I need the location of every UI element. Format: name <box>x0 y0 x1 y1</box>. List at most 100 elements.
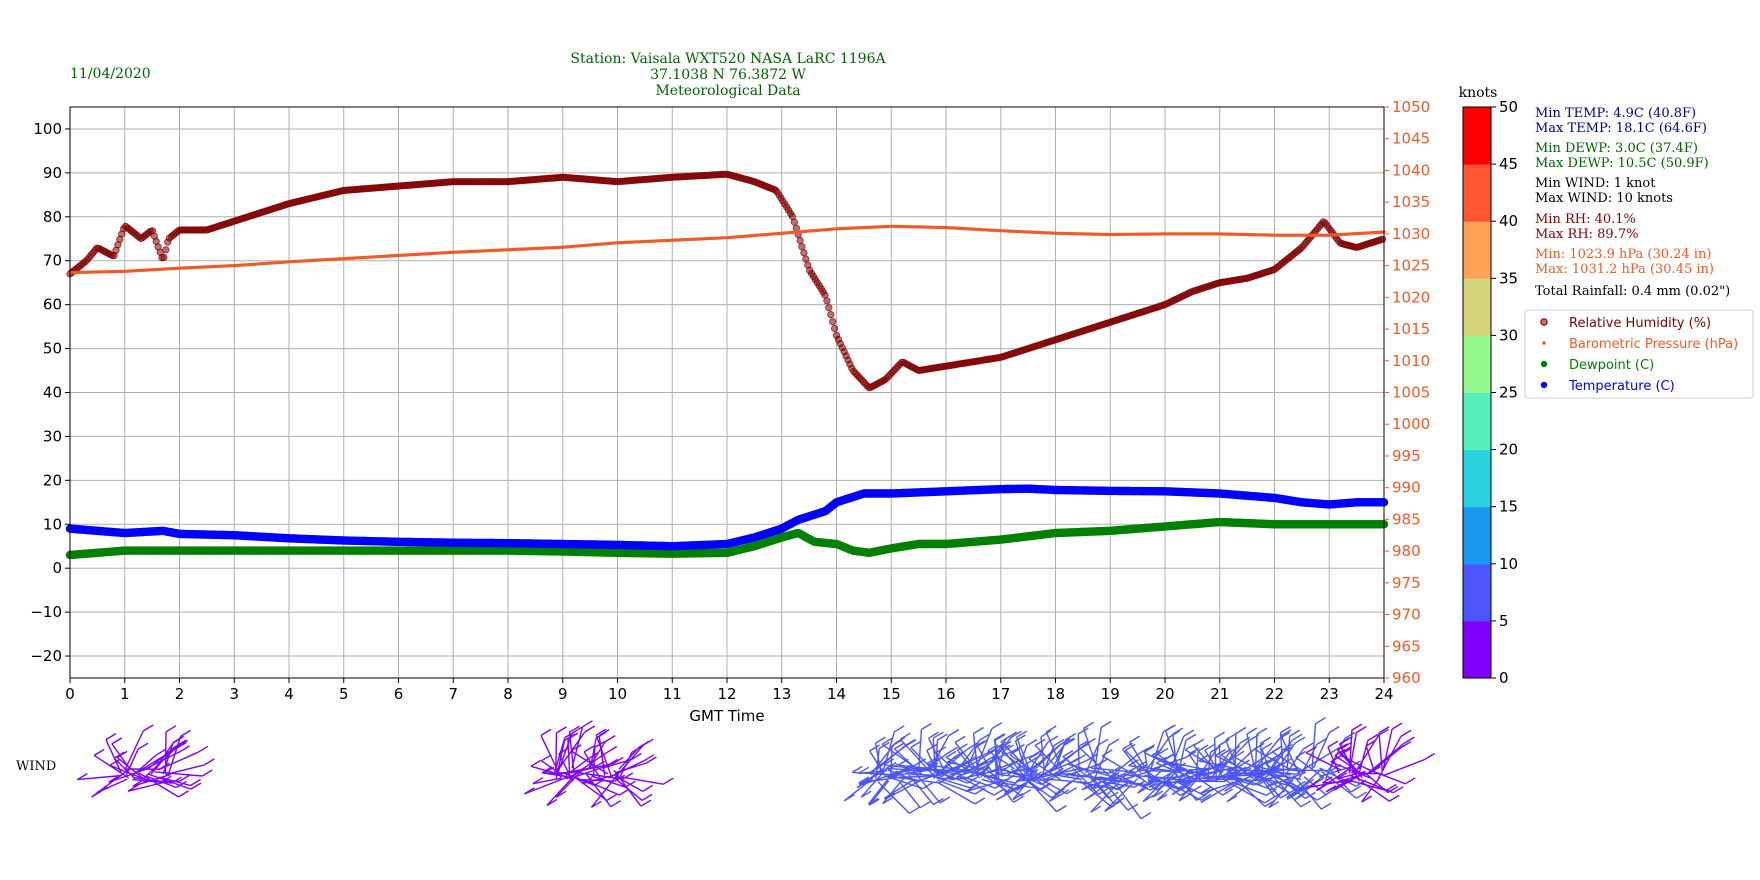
y-right-tick-label: 1040 <box>1392 161 1430 179</box>
y-right-tick-label: 990 <box>1392 479 1421 497</box>
data-series <box>65 170 1389 560</box>
wind-barb-flag <box>1129 735 1140 743</box>
y-left-tick-label: −10 <box>30 603 62 621</box>
y-right-tick-label: 975 <box>1392 574 1421 592</box>
x-tick-label: 21 <box>1210 685 1229 703</box>
wind-barb-flag <box>869 744 880 752</box>
wind-barb <box>154 771 203 777</box>
wind-barb-flag <box>1315 717 1326 725</box>
wind-barb-flag <box>137 742 149 750</box>
legend-marker <box>1540 381 1548 389</box>
y-right-tick-label: 1035 <box>1392 193 1430 211</box>
x-tick-label: 18 <box>1046 685 1065 703</box>
y-right-tick-label: 1015 <box>1392 320 1430 338</box>
wind-barb-flag <box>541 754 552 762</box>
colorbar-tick-label: 50 <box>1499 98 1518 116</box>
wind-barb-flag <box>1075 754 1086 762</box>
humidity-point <box>796 236 804 245</box>
wind-barb <box>138 772 179 798</box>
wind-barb-flag <box>584 725 596 733</box>
stat-line: Max TEMP: 18.1C (64.6F) <box>1535 121 1707 136</box>
x-tick-label: 24 <box>1374 685 1393 703</box>
wind-barb-flag <box>111 737 123 745</box>
wind-barb-flag <box>610 800 622 808</box>
x-tick-label: 12 <box>717 685 736 703</box>
stats-panel: Min TEMP: 4.9C (40.8F)Max TEMP: 18.1C (6… <box>1535 106 1730 299</box>
colorbar-label: knots <box>1459 85 1498 101</box>
colorbar-tick-label: 25 <box>1499 384 1518 402</box>
legend-marker <box>1542 341 1546 345</box>
wind-barb-flag <box>908 806 920 814</box>
wind-barb-flag <box>179 745 190 753</box>
wind-barb-flag <box>662 777 674 785</box>
y-left-tick-label: 80 <box>43 208 62 226</box>
stat-line: Max: 1031.2 hPa (30.45 in) <box>1535 262 1714 277</box>
wind-barb-flag <box>1083 721 1094 730</box>
wind-barb-flag <box>641 793 653 802</box>
chart-title-line-2: 37.1038 N 76.3872 W <box>650 67 806 83</box>
humidity-point <box>1379 235 1387 243</box>
legend-entry: Barometric Pressure (hPa) <box>1569 337 1738 352</box>
x-tick-label: 9 <box>558 685 568 703</box>
x-tick-label: 15 <box>882 685 901 703</box>
wind-barb-flag <box>1235 726 1247 735</box>
wind-barb <box>164 731 167 774</box>
legend-marker <box>1540 318 1548 326</box>
stat-line: Max DEWP: 10.5C (50.9F) <box>1535 156 1709 171</box>
wind-barb-flag <box>1040 730 1052 738</box>
wind-barb-flag <box>1083 793 1095 801</box>
y-right-tick-label: 1010 <box>1392 352 1430 370</box>
wind-barb <box>614 744 644 778</box>
colorbar-tick-label: 30 <box>1499 326 1518 344</box>
wind-barb-flag <box>642 784 653 793</box>
wind-barb-flag <box>640 799 652 807</box>
y-right-tick-label: 960 <box>1392 669 1421 687</box>
y-left-tick-label: −20 <box>30 647 62 665</box>
x-tick-label: 11 <box>663 685 682 703</box>
y-left-tick-label: 50 <box>43 340 62 358</box>
legend-marker <box>1540 360 1548 368</box>
y-left-tick-label: 20 <box>43 471 62 489</box>
wind-barb-flag <box>1204 743 1216 751</box>
humidity-point <box>823 297 831 305</box>
humidity-point <box>798 243 806 251</box>
wind-barb-flag <box>947 746 958 755</box>
wind-barb-flag <box>1100 720 1112 729</box>
x-tick-label: 17 <box>991 685 1010 703</box>
stat-line: Min RH: 40.1% <box>1535 212 1636 227</box>
wind-barb-flag <box>1140 812 1152 820</box>
wind-barb-flag <box>1197 744 1209 752</box>
wind-barb <box>1145 736 1170 772</box>
wind-barb-flag <box>604 734 616 743</box>
y-right-tick-label: 965 <box>1392 637 1421 655</box>
stat-line: Total Rainfall: 0.4 mm (0.02") <box>1535 284 1730 299</box>
humidity-point <box>830 324 839 333</box>
x-tick-label: 10 <box>608 685 627 703</box>
wind-barb <box>1113 780 1142 820</box>
wind-barb-flag <box>991 722 1003 730</box>
legend-entry: Dewpoint (C) <box>1569 358 1654 373</box>
wind-barb-flag <box>201 769 213 777</box>
wind-barb-flag <box>974 797 986 805</box>
y-left-tick-label: 100 <box>33 120 62 138</box>
chart-title-line-1: Station: Vaisala WXT520 NASA LaRC 1196A <box>570 51 886 67</box>
y-left-tick-label: 30 <box>43 427 62 445</box>
wind-barb-flag <box>93 748 105 757</box>
stat-line: Max WIND: 10 knots <box>1535 191 1673 206</box>
wind-barb-flag <box>197 745 209 753</box>
colorbar-segment <box>1463 563 1491 622</box>
colorbar-segment <box>1463 221 1491 279</box>
wind-barb-flag <box>1328 725 1340 734</box>
wind-barb-flag <box>105 732 117 741</box>
colorbar-segment <box>1463 506 1491 565</box>
wind-barb-flag <box>1045 725 1057 733</box>
colorbar-tick-label: 15 <box>1499 498 1518 516</box>
x-tick-label: 7 <box>448 685 458 703</box>
wind-barb-flag <box>619 788 630 796</box>
colorbar-tick-label: 40 <box>1499 212 1518 230</box>
colorbar-tick-label: 0 <box>1499 669 1509 687</box>
wind-barb-flag <box>993 733 1005 741</box>
colorbar-segment <box>1463 392 1491 451</box>
